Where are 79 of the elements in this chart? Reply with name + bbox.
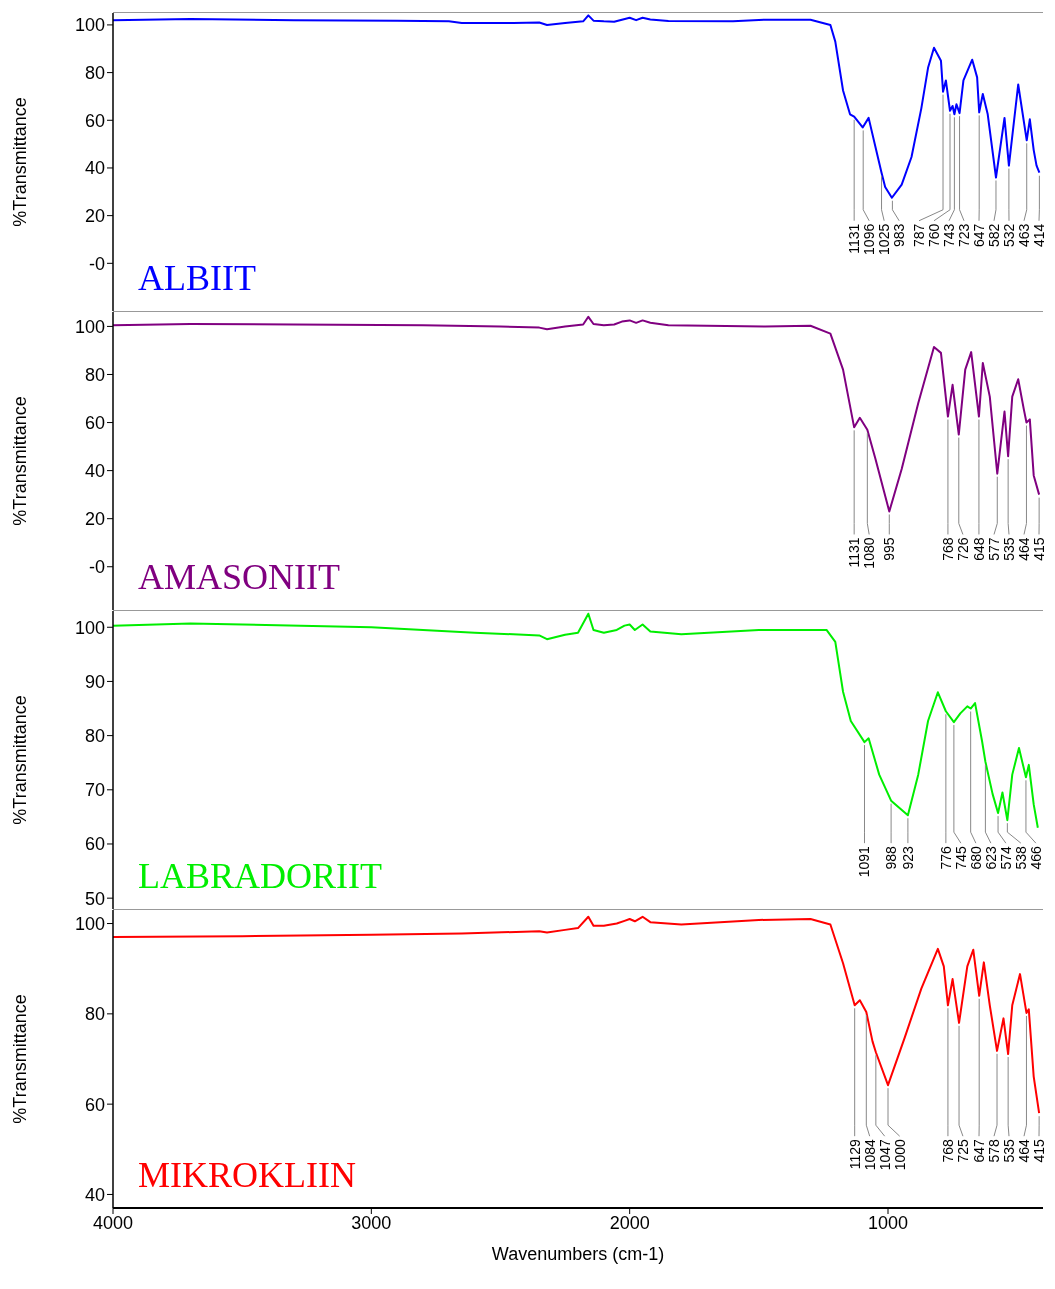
annotation: 1091 <box>856 845 873 878</box>
annotation: 464 <box>1016 1138 1032 1163</box>
y-tick-label: 60 <box>84 110 105 131</box>
y-tick-label: 40 <box>84 461 105 481</box>
annotation: 578 <box>986 1138 1002 1163</box>
annotation: 983 <box>891 223 908 248</box>
y-tick-label: 60 <box>84 1094 105 1115</box>
x-tick-label: 1000 <box>867 1212 909 1233</box>
annotation: 768 <box>939 537 956 561</box>
annotation: 1084 <box>861 1138 878 1171</box>
y-axis-title: %Transmittance <box>10 97 31 227</box>
annotation: 647 <box>971 223 987 248</box>
annotation: 574 <box>997 845 1014 870</box>
annotation: 923 <box>899 845 916 870</box>
text: AMASONIIT <box>138 557 340 597</box>
y-tick-label: -0 <box>88 253 105 274</box>
y-tick-label: 100 <box>74 617 105 638</box>
annotation: 1080 <box>861 537 878 569</box>
annotation: 415 <box>1031 537 1047 561</box>
y-tick-label: 40 <box>84 158 105 179</box>
y-axis-title: %Transmittance <box>10 994 31 1124</box>
annotation: 988 <box>883 845 900 870</box>
annotation: 776 <box>937 845 954 870</box>
annotation: 464 <box>1016 537 1032 561</box>
annotation: 1131 <box>846 223 863 254</box>
annotation: 725 <box>954 1138 971 1163</box>
annotation: 535 <box>1001 1138 1017 1163</box>
annotation: 768 <box>939 1138 956 1163</box>
annotation: 723 <box>956 223 972 248</box>
y-tick-label: 80 <box>84 1004 105 1025</box>
annotation: 680 <box>967 845 984 870</box>
annotation: 1096 <box>861 223 878 255</box>
y-tick-label: -0 <box>88 557 105 578</box>
y-tick-label: 60 <box>84 412 105 433</box>
y-tick-label: 100 <box>74 15 105 36</box>
y-axis-title: %Transmittance <box>10 396 31 526</box>
y-tick-label: 70 <box>84 780 105 801</box>
annotation: 582 <box>986 223 1002 248</box>
annotation: 995 <box>881 537 898 561</box>
annotation: 466 <box>1027 845 1044 870</box>
annotation: 745 <box>952 845 969 870</box>
x-tick-label: 2000 <box>609 1212 650 1233</box>
annotation: 726 <box>954 537 971 561</box>
annotation: 1047 <box>876 1138 893 1171</box>
y-tick-label: 40 <box>84 1184 105 1205</box>
text: ALBIIT <box>138 258 256 298</box>
annotation: 743 <box>941 223 957 248</box>
y-tick-label: 50 <box>84 888 105 909</box>
y-axis-title: %Transmittance <box>10 695 31 825</box>
y-tick-label: 90 <box>84 671 105 692</box>
x-tick-label: 4000 <box>92 1212 134 1233</box>
annotation: 623 <box>982 845 999 870</box>
annotation: 414 <box>1031 223 1047 248</box>
x-tick-label: 3000 <box>351 1212 392 1233</box>
text: LABRADORIIT <box>138 856 382 896</box>
annotation: 415 <box>1031 1138 1047 1163</box>
annotation: 1000 <box>891 1138 908 1171</box>
x-axis-title: Wavenumbers (cm-1) <box>491 1244 665 1264</box>
y-tick-label: 60 <box>84 834 105 855</box>
annotation: 648 <box>970 537 987 561</box>
annotation: 532 <box>1001 223 1017 248</box>
annotation: 538 <box>1012 845 1029 870</box>
annotation: 1131 <box>846 537 863 568</box>
y-tick-label: 80 <box>84 62 105 83</box>
annotation: 463 <box>1016 223 1032 248</box>
annotation: 1129 <box>846 1138 863 1170</box>
y-tick-label: 100 <box>74 316 105 337</box>
y-tick-label: 20 <box>84 509 105 530</box>
text: MIKROKLIIN <box>138 1155 356 1195</box>
y-tick-label: 80 <box>84 364 105 385</box>
annotation: 760 <box>926 223 942 248</box>
y-tick-label: 80 <box>84 726 105 747</box>
annotation: 535 <box>1001 537 1017 561</box>
annotation: 577 <box>986 537 1002 561</box>
annotation: 787 <box>911 223 927 248</box>
annotation: 647 <box>971 1138 987 1163</box>
y-tick-label: 20 <box>84 206 105 227</box>
y-tick-label: 100 <box>74 913 105 934</box>
annotation: 1025 <box>876 223 893 255</box>
